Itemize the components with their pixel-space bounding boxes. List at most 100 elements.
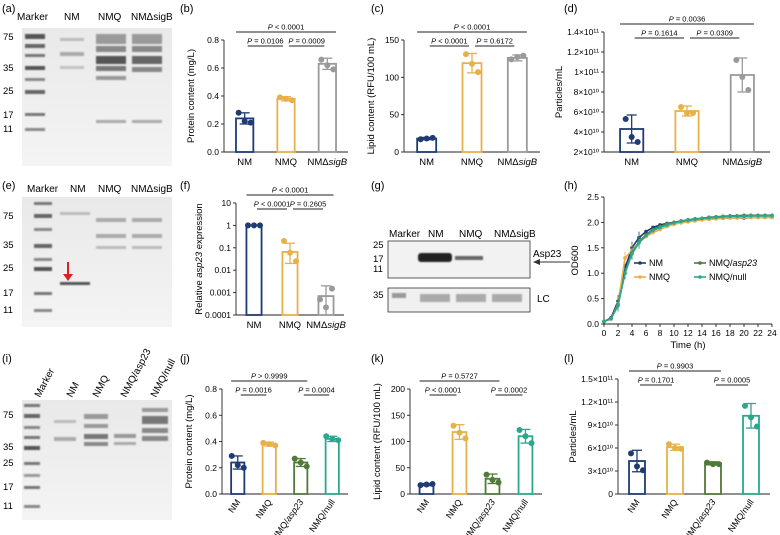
data-point	[317, 296, 323, 303]
y-axis-label: OD600	[570, 245, 581, 275]
data-point	[684, 110, 690, 116]
data-point	[710, 461, 716, 468]
series-point	[756, 213, 760, 218]
x-tick-label: 6	[644, 328, 649, 338]
y-tick-label: 0	[394, 147, 399, 157]
y-tick-label: 0.2	[205, 463, 217, 473]
gel-panel-a: (a) Marker NM NMQ NMΔsigB 75 35 25 17 11	[2, 3, 173, 166]
panel-letter-l: (l)	[564, 353, 574, 365]
data-point	[716, 461, 722, 468]
gel-i-ladder-label: 25	[3, 458, 14, 469]
x-tick-label: NMQ/asp23	[461, 497, 497, 535]
x-tick-label: NMQ	[275, 157, 297, 168]
data-point	[241, 118, 248, 125]
gel-a-ladder-label: 25	[3, 86, 14, 97]
y-axis-label: Lipid content (RFU/100 mL)	[372, 383, 383, 500]
data-point	[690, 110, 696, 116]
western-band-label: Asp23	[533, 249, 562, 260]
y-tick-label: 6×10¹⁰	[588, 443, 614, 453]
bar-k	[451, 431, 468, 495]
legend-label: NMQ/asp23	[709, 258, 757, 268]
y-tick-label: 0	[608, 489, 613, 499]
data-point	[329, 435, 336, 442]
data-point	[247, 119, 254, 126]
data-point	[634, 139, 641, 145]
p-value-label: P = 0.9903	[657, 362, 694, 371]
data-point	[462, 435, 469, 442]
western-ladder-label: 17	[373, 254, 384, 265]
chart-h: (h)0.00.51.01.52.02.50 2 4 6 8 10 12 14 16 18 20 22…	[564, 180, 777, 351]
x-tick-label: NM	[226, 497, 242, 514]
gel-a-ladder-label: 11	[3, 124, 13, 135]
y-tick-label: 0.1	[219, 243, 231, 253]
data-point	[678, 104, 684, 110]
y-tick-label: 2×10¹⁰	[574, 147, 600, 157]
y-tick-label: 2.0	[587, 217, 599, 227]
gel-a-lane-label: NMQ	[98, 12, 122, 23]
western-ladder-label: 11	[373, 264, 383, 275]
arrow-left-icon	[533, 259, 570, 265]
data-point	[303, 463, 310, 470]
western-bands	[392, 253, 522, 302]
data-point	[489, 476, 496, 483]
p-value-label: P < 0.0001	[454, 23, 491, 32]
panel-letter-g: (g)	[371, 180, 384, 192]
data-point	[463, 51, 469, 58]
y-tick-label: 0.4	[205, 437, 217, 447]
series-point	[686, 218, 690, 223]
p-value-label: P < 0.0001	[431, 37, 468, 46]
y-tick-label: 1.5×10¹¹	[581, 374, 613, 384]
bar-b	[317, 62, 337, 153]
data-point	[423, 481, 430, 488]
chart-c: (c) 0 50 100 150 Lipid content (RFU/100 mL) NM…	[366, 3, 540, 168]
data-point	[251, 222, 257, 229]
data-point	[240, 464, 247, 471]
data-point	[297, 459, 304, 466]
x-tick-label: 18	[725, 328, 735, 338]
western-lane-label: NM	[428, 229, 444, 240]
data-point	[640, 467, 646, 474]
gel-e-ladder-label: 17	[3, 288, 14, 299]
gel-e-lane-label: NM	[70, 184, 86, 195]
series-point	[770, 213, 774, 218]
data-point	[323, 304, 329, 311]
panel-letter-h: (h)	[564, 180, 577, 192]
data-point	[289, 97, 295, 104]
gel-i-ladder-label: 35	[3, 442, 14, 453]
y-tick-label: 150	[391, 410, 405, 420]
legend-marker	[698, 275, 702, 279]
p-value-label: P = 0.5727	[441, 372, 478, 381]
data-point	[335, 437, 342, 444]
x-tick-label: NMQ/null	[307, 497, 337, 533]
y-tick-label: 9×10¹⁰	[588, 420, 614, 430]
series-point	[665, 223, 669, 227]
y-tick-label: 0.4	[207, 91, 219, 101]
x-tick-label: NM	[415, 497, 431, 514]
x-tick-label: NMQ/asp23	[682, 497, 718, 535]
western-lane-label: NMQ	[459, 229, 483, 240]
data-point	[678, 445, 684, 452]
gel-a-ladder-label: 35	[3, 63, 14, 74]
y-tick-label: 0.6	[207, 63, 219, 73]
p-value-label: P = 0.1701	[638, 376, 675, 385]
y-tick-label: 4×10¹⁰	[574, 127, 600, 137]
data-point	[228, 452, 235, 459]
data-point	[235, 109, 242, 116]
data-point	[514, 54, 521, 61]
data-point	[475, 69, 481, 76]
p-value-label: P = 0.0106	[247, 37, 284, 46]
legend-marker	[638, 275, 642, 279]
series-point	[721, 215, 725, 219]
y-tick-label: 0.2	[207, 119, 219, 129]
chart-d: (d) 2×10¹⁰ 4×10¹⁰ 6×10¹⁰ 8×10¹⁰ 1×10¹¹ 1.2×10¹…	[554, 3, 770, 168]
series-point	[602, 319, 606, 324]
data-point	[508, 56, 515, 63]
data-point	[748, 414, 754, 421]
p-value-label: P = 0.0036	[669, 15, 706, 24]
data-point	[733, 57, 740, 63]
y-tick-label: 100	[385, 72, 399, 82]
y-tick-label: 0.0	[587, 319, 599, 329]
data-point	[266, 441, 273, 448]
western-lc-label: LC	[537, 294, 550, 305]
data-point	[257, 222, 263, 229]
